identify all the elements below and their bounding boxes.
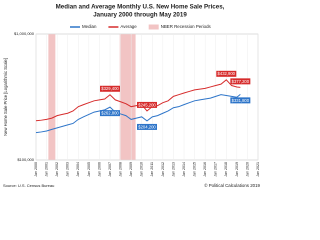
recession-band bbox=[48, 34, 56, 160]
x-tick-label: Jan 2004 bbox=[76, 162, 80, 177]
y-tick-label: $100,000 bbox=[17, 157, 34, 162]
x-tick-label: Jan 2016 bbox=[203, 162, 207, 177]
x-tick-label: Jan 2019 bbox=[235, 162, 239, 177]
x-tick-label: Jan 2017 bbox=[214, 162, 218, 177]
legend-label: Average bbox=[120, 24, 137, 29]
recession-band bbox=[119, 34, 136, 160]
x-tick-label: Jan 2021 bbox=[256, 162, 260, 177]
chart-title: January 2000 through May 2019 bbox=[93, 12, 187, 19]
annotation-box bbox=[100, 85, 120, 92]
y-tick-label: $1,000,000 bbox=[14, 31, 35, 36]
y-axis-label: New Home Sale Price [Logarithmic Scale] bbox=[3, 58, 8, 136]
x-tick-label: Jan 2009 bbox=[129, 162, 133, 177]
x-tick-label: Jan 2013 bbox=[171, 162, 175, 177]
x-tick-label: Jan 2014 bbox=[182, 162, 186, 177]
x-tick-label: Jan 2020 bbox=[245, 162, 249, 177]
plot-area bbox=[35, 33, 259, 161]
legend-label: Median bbox=[82, 24, 97, 29]
chart-title: Median and Average Monthly U.S. New Home… bbox=[56, 4, 225, 11]
annotation-box bbox=[100, 110, 120, 117]
annotation-label: $377,200 bbox=[232, 79, 250, 84]
annotation-box bbox=[216, 70, 237, 77]
x-tick-label: Jan 2015 bbox=[193, 162, 197, 177]
annotation-label: $262,800 bbox=[101, 111, 119, 116]
source: Source: U.S. Census Bureau bbox=[3, 183, 54, 188]
annotation-box bbox=[137, 123, 157, 130]
x-tick-label: Jan 2005 bbox=[87, 162, 91, 177]
x-tick-label: Jan 2010 bbox=[140, 162, 144, 177]
annotation-box bbox=[137, 101, 157, 108]
x-tick-label: Jan 2007 bbox=[108, 162, 112, 177]
x-tick-label: Jan 2006 bbox=[97, 162, 101, 177]
annotation-label: $204,200 bbox=[138, 124, 156, 129]
annotation-box bbox=[230, 97, 251, 104]
annotation-label: $331,800 bbox=[232, 98, 250, 103]
x-tick-label: Jan 2012 bbox=[161, 162, 165, 177]
annotation-label: $245,200 bbox=[138, 102, 156, 107]
annotation-box bbox=[230, 78, 251, 85]
x-tick-label: Jan 2002 bbox=[55, 162, 59, 177]
chart: Median and Average Monthly U.S. New Home… bbox=[3, 4, 261, 189]
x-tick-label: Jan 2008 bbox=[119, 162, 123, 177]
x-tick-label: Jan 2001 bbox=[45, 162, 49, 177]
annotation-label: $432,900 bbox=[218, 71, 236, 76]
x-tick-label: Jan 2011 bbox=[150, 162, 154, 177]
line-series bbox=[35, 93, 241, 134]
x-tick-label: Jan 2018 bbox=[224, 162, 228, 177]
x-tick-label: Jan 2003 bbox=[66, 162, 70, 177]
x-tick-label: Jan 2000 bbox=[34, 162, 38, 177]
legend-label: NBER Recession Periods bbox=[161, 24, 212, 29]
legend-swatch bbox=[148, 24, 159, 30]
credit: © Political Calculations 2019 bbox=[204, 183, 260, 188]
annotation-label: $329,400 bbox=[101, 86, 119, 91]
